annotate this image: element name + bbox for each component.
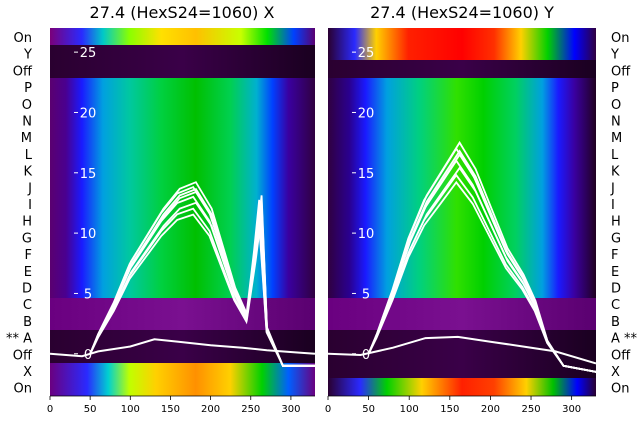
row-label: L [25,148,33,163]
row-label: On [14,382,32,397]
x-tick-label: 50 [84,404,97,415]
x-tick-label: 250 [521,404,540,415]
row-label: I [611,198,615,213]
row-label: B [23,315,32,330]
overlay-yticks-x: 25 20 15 10 5 0 [74,46,96,363]
x-tick-label: 200 [481,404,500,415]
overlay-y-tick-label: 10 [80,227,97,242]
overlay-y-tick-label: 10 [358,227,375,242]
row-label: J [27,181,32,196]
row-label: Y [610,48,619,63]
overlay-curves-y [327,140,597,373]
row-label: X [611,365,620,380]
overlay-curve [89,187,315,367]
row-label: Off [13,348,33,363]
overlay-y-tick-label: 5 [84,287,92,302]
x-tick-label: 300 [562,404,581,415]
row-label: G [611,231,621,246]
overlay-y-tick-label: 25 [80,46,97,61]
row-label: N [22,115,32,130]
heatmap-y [328,28,596,396]
row-label: Y [23,48,32,63]
overlay-y-tick-label: 0 [84,348,92,363]
row-label: N [611,115,621,130]
heatmap-band-x-on [50,28,315,45]
row-label: K [611,165,620,180]
heatmap-band-x-x-on [50,363,315,396]
x-tick-label: 150 [161,404,180,415]
chart-title-x: 27.4 (HexS24=1060) X [90,3,275,22]
overlay-y-tick-label: 20 [358,106,375,121]
panel-y: 27.4 (HexS24=1060) Y OnYOffPONMLKJIHGFED… [325,3,638,415]
overlay-baseline-curve [327,335,597,365]
row-label: On [611,31,629,46]
x-axis-y: 0 50 100 150 200 250 300 [325,395,596,415]
row-label: P [611,81,619,96]
row-label: Off [13,64,33,79]
row-label: M [21,131,32,146]
row-label: P [24,81,32,96]
heatmap-band-y-x-on [328,378,596,396]
overlay-y-tick-label: 20 [80,106,97,121]
overlay-y-tick-label: 5 [362,287,370,302]
row-label: M [611,131,622,146]
row-label: F [611,248,618,263]
row-label: X [23,365,32,380]
row-label: E [611,265,619,280]
overlay-y-tick-label: 25 [358,46,375,61]
x-tick-label: 0 [325,404,331,415]
overlay-curves-x [49,181,316,367]
x-axis-x: 0 50 100 150 200 250 300 [47,395,315,415]
overlay-y-tick-label: 0 [362,348,370,363]
row-label: H [611,215,621,230]
overlay-y-tick-label: 15 [80,167,97,182]
overlay-curve [89,213,315,367]
row-label: L [611,148,619,163]
row-label: I [28,198,32,213]
row-label: On [611,382,629,397]
x-tick-label: 250 [241,404,260,415]
x-tick-label: 0 [47,404,53,415]
x-tick-label: 50 [362,404,375,415]
row-label: O [611,98,621,113]
chart-title-y: 27.4 (HexS24=1060) Y [370,3,554,22]
row-label: O [22,98,32,113]
overlay-curve [367,149,597,373]
heatmap-band-x-b [50,298,315,330]
overlay-baseline-curve [49,338,316,358]
overlay-yticks-y: 25 20 15 10 5 0 [352,46,374,363]
row-label: Off [611,348,631,363]
heatmap-band-y-main [328,78,596,298]
x-tick-label: 300 [281,404,300,415]
row-label: B [611,315,620,330]
row-label: D [611,282,621,297]
row-label: A ** [611,332,638,347]
x-tick-label: 100 [121,404,140,415]
overlay-y-tick-label: 15 [358,167,375,182]
row-label: C [23,298,32,313]
row-label: F [25,248,32,263]
row-label: J [610,181,615,196]
row-label: ** A [6,332,32,347]
row-label: C [611,298,620,313]
x-tick-label: 200 [201,404,220,415]
heatmap-band-y-on [328,28,596,60]
x-tick-label: 150 [440,404,459,415]
row-label: Off [611,64,631,79]
panel-x: 27.4 (HexS24=1060) X OnYOffPONMLKJIHGFED… [6,3,316,415]
row-label: G [22,231,32,246]
overlay-curve [367,180,597,373]
heatmap-band-x-off [50,45,315,78]
row-label: K [23,165,32,180]
heatmap-band-y-b [328,298,596,330]
row-label: H [22,215,32,230]
row-label: E [24,265,32,280]
row-label: On [14,31,32,46]
row-label: D [22,282,32,297]
heatmap-band-y-off [328,60,596,78]
x-tick-label: 100 [400,404,419,415]
